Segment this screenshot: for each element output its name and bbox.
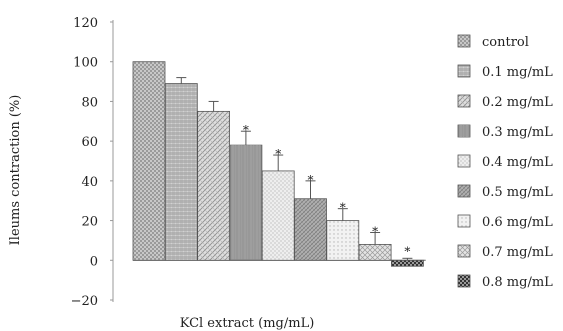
legend-swatch xyxy=(457,244,471,258)
legend-swatch xyxy=(457,34,471,48)
legend-label: 0.6 mg/mL xyxy=(482,215,553,230)
y-axis: 120 100 80 60 40 20 0 −20 xyxy=(71,16,114,309)
significance-marker: * xyxy=(340,201,346,215)
legend-label: 0.7 mg/mL xyxy=(482,245,553,260)
legend-swatch xyxy=(457,214,471,228)
y-tick-label: 100 xyxy=(73,56,98,71)
y-tick-label: 0 xyxy=(90,254,98,269)
legend-label: 0.1 mg/mL xyxy=(482,65,553,80)
bar-0-7-mg-ml xyxy=(358,243,392,261)
bar-0-4-mg-ml xyxy=(261,170,295,261)
bar-0-8-mg-ml xyxy=(390,259,424,267)
bars-group: * * * * * * xyxy=(132,61,424,267)
legend-swatch xyxy=(457,64,471,78)
y-tick-label: 60 xyxy=(81,135,98,150)
legend-label: 0.5 mg/mL xyxy=(482,185,553,200)
bar-0-2-mg-ml xyxy=(197,110,231,261)
bar-0-3-mg-ml xyxy=(229,144,263,261)
significance-marker: * xyxy=(243,123,249,137)
legend-label: control xyxy=(482,35,529,50)
bar-control xyxy=(132,61,166,261)
legend-swatch xyxy=(457,184,471,198)
significance-marker: * xyxy=(404,244,410,258)
bar-0-1-mg-ml xyxy=(164,83,198,261)
y-tick-label: 20 xyxy=(81,215,98,230)
legend-swatch xyxy=(457,124,471,138)
legend-swatch xyxy=(457,154,471,168)
legend-label: 0.2 mg/mL xyxy=(482,95,553,110)
legend-label: 0.4 mg/mL xyxy=(482,155,553,170)
bar-0-6-mg-ml xyxy=(326,220,360,261)
significance-marker: * xyxy=(372,224,378,238)
legend: control 0.1 mg/mL 0.2 mg/mL 0.3 mg/mL 0.4 mg… xyxy=(457,34,553,290)
y-tick-label: −20 xyxy=(71,294,98,309)
legend-label: 0.3 mg/mL xyxy=(482,125,553,140)
y-tick-label: 40 xyxy=(81,175,98,190)
y-tick-label: 80 xyxy=(81,95,98,110)
y-axis-label: Ileums contraction (%) xyxy=(8,95,23,246)
x-axis-label: KCl extract (mg/mL) xyxy=(180,316,315,331)
legend-swatch xyxy=(457,94,471,108)
legend-label: 0.8 mg/mL xyxy=(482,275,553,290)
significance-marker: * xyxy=(275,147,281,161)
bar-0-5-mg-ml xyxy=(294,198,327,261)
legend-swatch xyxy=(457,274,471,288)
y-tick-label: 120 xyxy=(73,16,98,31)
significance-marker: * xyxy=(308,173,314,187)
